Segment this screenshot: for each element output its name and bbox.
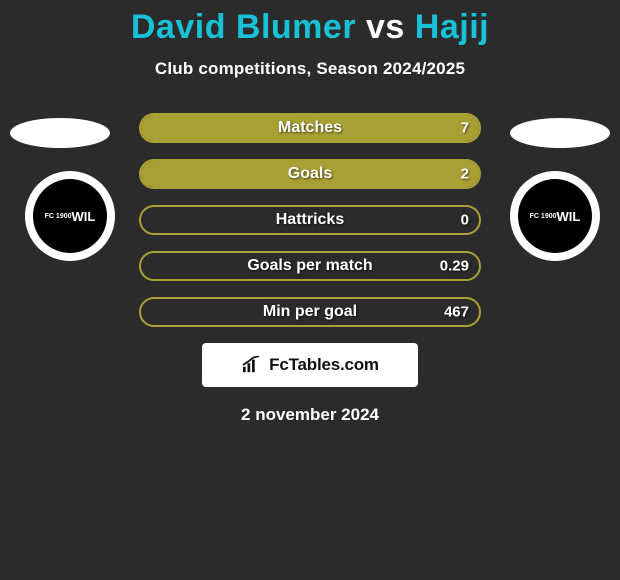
logo-top-text: FC 1900 bbox=[530, 213, 557, 220]
club-logo-inner: FC 1900 WIL bbox=[518, 179, 592, 253]
content-area: FC 1900 WIL FC 1900 WIL Matches 7 Goals … bbox=[0, 113, 620, 425]
player1-photo-placeholder bbox=[10, 118, 110, 148]
stat-label: Min per goal bbox=[141, 303, 479, 321]
stat-row-goals-per-match: Goals per match 0.29 bbox=[139, 251, 481, 281]
stat-right-value: 0.29 bbox=[440, 258, 469, 275]
stat-right-value: 0 bbox=[449, 212, 469, 229]
stat-label: Hattricks bbox=[141, 211, 479, 229]
stat-right-value: 7 bbox=[449, 120, 469, 137]
player2-club-logo: FC 1900 WIL bbox=[510, 171, 600, 261]
player2-name: Hajij bbox=[415, 8, 489, 46]
player1-club-logo: FC 1900 WIL bbox=[25, 171, 115, 261]
stat-label: Goals bbox=[141, 165, 479, 183]
brand-text: FcTables.com bbox=[269, 355, 379, 375]
player2-photo-placeholder bbox=[510, 118, 610, 148]
stat-row-hattricks: Hattricks 0 bbox=[139, 205, 481, 235]
stat-right-value: 467 bbox=[444, 304, 469, 321]
club-logo-inner: FC 1900 WIL bbox=[33, 179, 107, 253]
stat-right-value: 2 bbox=[449, 166, 469, 183]
stat-bars: Matches 7 Goals 2 Hattricks 0 Goals per … bbox=[139, 113, 481, 327]
stat-row-min-per-goal: Min per goal 467 bbox=[139, 297, 481, 327]
stat-row-matches: Matches 7 bbox=[139, 113, 481, 143]
stat-label: Goals per match bbox=[141, 257, 479, 275]
comparison-title: David Blumer vs Hajij bbox=[0, 0, 620, 47]
player1-name: David Blumer bbox=[131, 8, 356, 46]
vs-text: vs bbox=[366, 8, 405, 46]
logo-top-text: FC 1900 bbox=[45, 213, 72, 220]
date-text: 2 november 2024 bbox=[0, 405, 620, 425]
brand-box: FcTables.com bbox=[202, 343, 418, 387]
stat-row-goals: Goals 2 bbox=[139, 159, 481, 189]
logo-main-text: WIL bbox=[557, 210, 581, 223]
stat-label: Matches bbox=[141, 119, 479, 137]
brand-chart-icon bbox=[241, 356, 263, 374]
subtitle: Club competitions, Season 2024/2025 bbox=[0, 59, 620, 79]
logo-main-text: WIL bbox=[72, 210, 96, 223]
